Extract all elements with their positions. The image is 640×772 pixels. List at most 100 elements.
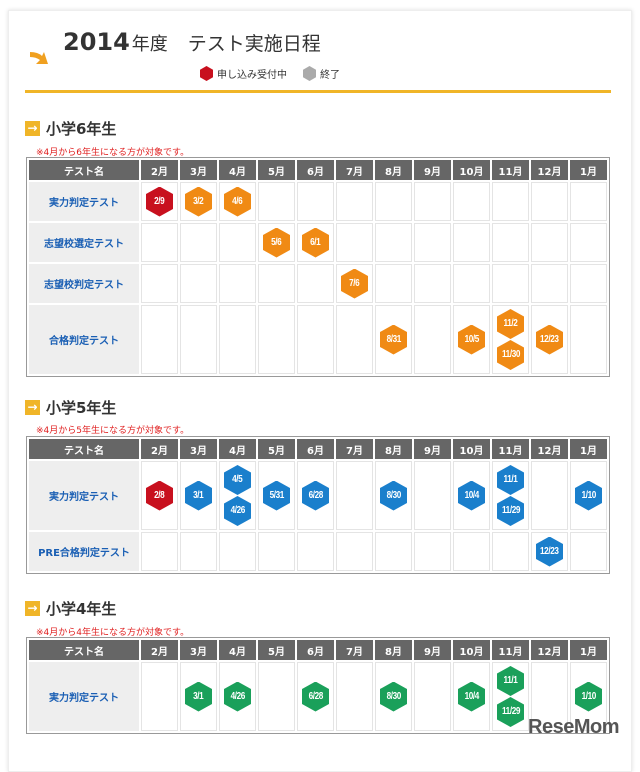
test-date-badge[interactable]: 8/30 — [380, 681, 407, 712]
test-name-link[interactable]: 実力判定テスト — [29, 182, 139, 221]
month-cell: 3/1 — [180, 461, 217, 530]
test-date-badge[interactable]: 2/8 — [146, 480, 173, 511]
month-cell — [414, 264, 451, 303]
month-cell — [141, 223, 178, 262]
month-cell — [492, 223, 529, 262]
month-cell — [375, 182, 412, 221]
month-cell: 12/23 — [531, 305, 568, 374]
month-cell — [414, 223, 451, 262]
col-header-month: 10月 — [453, 439, 490, 459]
col-header-month: 6月 — [297, 640, 334, 660]
month-cell — [414, 461, 451, 530]
test-name-link[interactable]: 実力判定テスト — [29, 461, 139, 530]
test-date-badge[interactable]: 8/31 — [380, 324, 407, 355]
month-cell: 11/2 11/30 — [492, 305, 529, 374]
month-cell — [414, 182, 451, 221]
schedule-table: テスト名 2月 3月 4月 5月 6月 7月 8月 9月 10月 11月 12月 1月 実力判定テスト 2/… — [26, 436, 610, 574]
test-date-badge[interactable]: 3/1 — [185, 681, 212, 712]
test-date-badge[interactable]: 1/10 — [575, 681, 602, 712]
header-divider — [25, 90, 611, 93]
month-cell — [570, 532, 607, 571]
test-name-link[interactable]: 志望校選定テスト — [29, 223, 139, 262]
month-cell — [531, 461, 568, 530]
test-date-badge[interactable]: 3/2 — [185, 186, 212, 217]
col-header-month: 8月 — [375, 160, 412, 180]
section-title: 小学5年生 — [46, 399, 117, 417]
test-date-badge[interactable]: 11/29 — [497, 697, 524, 727]
month-cell — [297, 305, 334, 374]
test-date-badge[interactable]: 7/6 — [341, 268, 368, 299]
month-cell — [180, 264, 217, 303]
col-header-month: 7月 — [336, 439, 373, 459]
legend-closed-label: 終了 — [320, 70, 340, 81]
test-name-link[interactable]: 合格判定テスト — [29, 305, 139, 374]
legend: 申し込み受付中 終了 — [200, 66, 340, 81]
month-cell: 8/30 — [375, 662, 412, 731]
month-cell — [531, 662, 568, 731]
badge-date: 4/5 — [232, 474, 243, 485]
test-date-badge[interactable]: 6/28 — [302, 681, 329, 712]
test-date-badge[interactable]: 12/23 — [536, 536, 563, 567]
test-date-badge[interactable]: 10/5 — [458, 324, 485, 355]
month-cell — [492, 264, 529, 303]
test-date-badge[interactable]: 6/1 — [302, 227, 329, 258]
col-header-month: 8月 — [375, 439, 412, 459]
col-header-month: 11月 — [492, 160, 529, 180]
table-row: 志望校選定テスト 5/6 6/1 — [29, 223, 607, 262]
title-year: 2014 — [63, 28, 130, 56]
test-name-link[interactable]: PRE合格判定テスト — [29, 532, 139, 571]
test-name-link[interactable]: 実力判定テスト — [29, 662, 139, 731]
month-cell — [297, 182, 334, 221]
month-cell — [453, 223, 490, 262]
month-cell — [336, 223, 373, 262]
badge-date: 4/26 — [230, 690, 245, 702]
month-cell: 10/4 — [453, 662, 490, 731]
test-date-badge[interactable]: 11/30 — [497, 340, 524, 370]
badge-date: 10/4 — [464, 489, 479, 501]
month-cell — [570, 305, 607, 374]
month-cell — [453, 532, 490, 571]
month-cell: 2/8 — [141, 461, 178, 530]
badge-date: 5/31 — [269, 489, 284, 501]
test-date-badge[interactable]: 11/1 — [497, 666, 524, 696]
test-date-badge[interactable]: 11/2 — [497, 309, 524, 339]
test-date-badge[interactable]: 12/23 — [536, 324, 563, 355]
col-header-month: 1月 — [570, 640, 607, 660]
schedule-table: テスト名 2月 3月 4月 5月 6月 7月 8月 9月 10月 11月 12月 1月 実力判定テスト 2/… — [26, 157, 610, 377]
test-date-badge[interactable]: 5/6 — [263, 227, 290, 258]
month-cell — [258, 662, 295, 731]
section-heading: → 小学5年生 — [25, 397, 116, 418]
col-header-month: 7月 — [336, 640, 373, 660]
table-row: 合格判定テスト 8/31 10/5 11/2 11/30 12/23 — [29, 305, 607, 374]
month-cell — [258, 532, 295, 571]
test-date-badge[interactable]: 4/26 — [224, 681, 251, 712]
header-row: テスト名 2月 3月 4月 5月 6月 7月 8月 9月 10月 11月 12月 1月 — [29, 439, 607, 459]
test-date-badge[interactable]: 10/4 — [458, 480, 485, 511]
table-row: 実力判定テスト 2/8 3/1 4/5 4/26 5/31 6/28 8/30 10/4 11/1… — [29, 461, 607, 530]
month-cell — [570, 182, 607, 221]
test-date-badge[interactable]: 2/9 — [146, 186, 173, 217]
month-cell — [180, 223, 217, 262]
test-date-badge[interactable]: 10/4 — [458, 681, 485, 712]
test-name-link[interactable]: 志望校判定テスト — [29, 264, 139, 303]
col-header-month: 2月 — [141, 160, 178, 180]
badge-date: 11/29 — [501, 505, 520, 516]
month-cell — [414, 305, 451, 374]
col-header-month: 11月 — [492, 640, 529, 660]
test-date-badge[interactable]: 1/10 — [575, 480, 602, 511]
col-header-month: 9月 — [414, 160, 451, 180]
month-cell: 3/2 — [180, 182, 217, 221]
month-cell — [258, 305, 295, 374]
test-date-badge[interactable]: 8/30 — [380, 480, 407, 511]
col-header-month: 6月 — [297, 439, 334, 459]
test-date-badge[interactable]: 4/26 — [224, 496, 251, 526]
test-date-badge[interactable]: 11/1 — [497, 465, 524, 495]
col-header-month: 5月 — [258, 439, 295, 459]
test-date-badge[interactable]: 4/6 — [224, 186, 251, 217]
title-subtitle: テスト実施日程 — [187, 33, 321, 55]
test-date-badge[interactable]: 3/1 — [185, 480, 212, 511]
test-date-badge[interactable]: 5/31 — [263, 480, 290, 511]
test-date-badge[interactable]: 6/28 — [302, 480, 329, 511]
test-date-badge[interactable]: 11/29 — [497, 496, 524, 526]
test-date-badge[interactable]: 4/5 — [224, 465, 251, 495]
